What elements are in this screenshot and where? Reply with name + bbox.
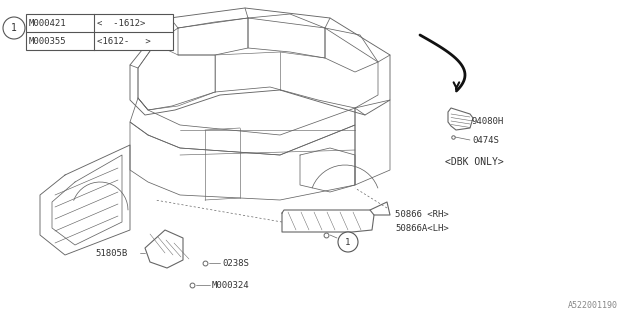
Text: M000324: M000324	[212, 281, 250, 290]
Text: A522001190: A522001190	[568, 301, 618, 310]
Text: 1: 1	[346, 237, 351, 246]
Text: <  -1612>: < -1612>	[97, 19, 145, 28]
Text: M000421: M000421	[29, 19, 67, 28]
Text: M000355: M000355	[29, 36, 67, 45]
Text: 51805B: 51805B	[95, 249, 127, 258]
Circle shape	[3, 17, 25, 39]
Text: <1612-   >: <1612- >	[97, 36, 151, 45]
Text: 0474S: 0474S	[472, 135, 499, 145]
Text: 50866A<LH>: 50866A<LH>	[395, 223, 449, 233]
Text: 0238S: 0238S	[222, 259, 249, 268]
FancyBboxPatch shape	[26, 14, 173, 50]
Text: 1: 1	[11, 23, 17, 33]
Circle shape	[338, 232, 358, 252]
Text: 50866 <RH>: 50866 <RH>	[395, 210, 449, 219]
Text: <DBK ONLY>: <DBK ONLY>	[445, 157, 504, 167]
Text: 94080H: 94080H	[472, 116, 504, 125]
